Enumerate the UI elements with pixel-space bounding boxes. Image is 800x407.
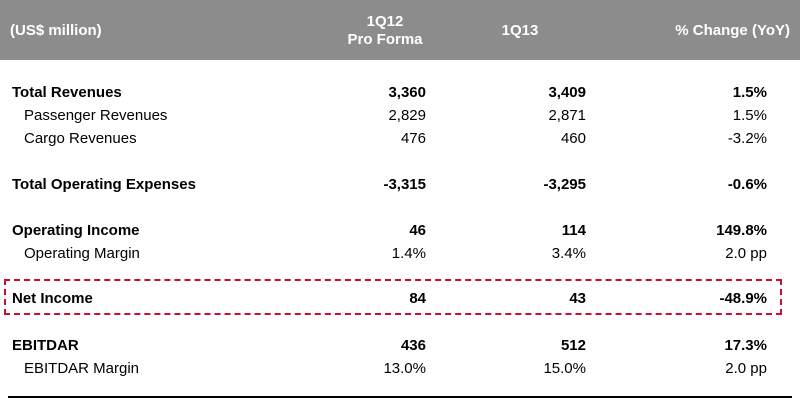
row-label: Net Income xyxy=(12,290,93,307)
row-value-1q12: 436 xyxy=(400,337,426,354)
row-label: EBITDAR xyxy=(12,337,79,354)
table-row-operating-margin: Operating Margin 1.4% 3.4% 2.0 pp xyxy=(0,243,800,265)
row-label: Passenger Revenues xyxy=(24,107,168,124)
row-value-change: -0.6% xyxy=(727,176,767,193)
row-value-change: -3.2% xyxy=(727,130,767,147)
row-value-1q12: 476 xyxy=(400,130,426,147)
row-label: Total Operating Expenses xyxy=(12,176,196,193)
row-value-1q13: 43 xyxy=(569,290,586,307)
table-row-operating-income: Operating Income 46 114 149.8% xyxy=(0,220,800,242)
row-value-1q13: 3.4% xyxy=(551,245,586,262)
table-row-ebitdar: EBITDAR 436 512 17.3% xyxy=(0,335,800,357)
row-value-1q12: 84 xyxy=(409,290,426,307)
row-label: Operating Margin xyxy=(24,245,140,262)
row-value-change: 2.0 pp xyxy=(725,245,767,262)
header-pct-change: % Change (YoY) xyxy=(675,22,790,39)
row-label: Total Revenues xyxy=(12,84,122,101)
row-value-1q12: 1.4% xyxy=(391,245,426,262)
row-value-1q12: 2,829 xyxy=(388,107,426,124)
row-label: Operating Income xyxy=(12,222,140,239)
row-value-change: -48.9% xyxy=(719,290,767,307)
row-value-1q13: -3,295 xyxy=(543,176,586,193)
row-value-1q12: 3,360 xyxy=(388,84,426,101)
row-value-1q13: 15.0% xyxy=(543,360,586,377)
row-value-change: 149.8% xyxy=(716,222,767,239)
row-value-change: 1.5% xyxy=(732,84,767,101)
row-value-change: 1.5% xyxy=(732,107,767,124)
row-value-1q13: 2,871 xyxy=(548,107,586,124)
row-value-1q13: 512 xyxy=(560,337,586,354)
table-header: (US$ million) 1Q12 Pro Forma 1Q13 % Chan… xyxy=(0,0,800,60)
row-value-1q13: 460 xyxy=(560,130,586,147)
row-label: EBITDAR Margin xyxy=(24,360,140,377)
row-value-change: 2.0 pp xyxy=(725,360,767,377)
row-value-change: 17.3% xyxy=(724,337,767,354)
table-row-net-income: Net Income 84 43 -48.9% xyxy=(0,288,800,310)
table-row-ebitdar-margin: EBITDAR Margin 13.0% 15.0% 2.0 pp xyxy=(0,358,800,380)
row-label: Cargo Revenues xyxy=(24,130,137,147)
row-value-1q12: 13.0% xyxy=(383,360,426,377)
header-1q12-pro-forma: 1Q12 Pro Forma xyxy=(347,13,423,48)
table-row-cargo-revenues: Cargo Revenues 476 460 -3.2% xyxy=(0,128,800,150)
table-row-total-operating-expenses: Total Operating Expenses -3,315 -3,295 -… xyxy=(0,174,800,196)
table-row-passenger-revenues: Passenger Revenues 2,829 2,871 1.5% xyxy=(0,105,800,127)
row-value-1q12: -3,315 xyxy=(383,176,426,193)
row-value-1q12: 46 xyxy=(409,222,426,239)
header-units-label: (US$ million) xyxy=(10,22,102,39)
row-value-1q13: 114 xyxy=(561,222,586,239)
row-value-1q13: 3,409 xyxy=(548,84,586,101)
net-income-highlight-box xyxy=(4,279,782,315)
table-row-total-revenues: Total Revenues 3,360 3,409 1.5% xyxy=(0,82,800,104)
bottom-divider xyxy=(8,396,792,398)
header-1q13: 1Q13 xyxy=(501,22,539,39)
